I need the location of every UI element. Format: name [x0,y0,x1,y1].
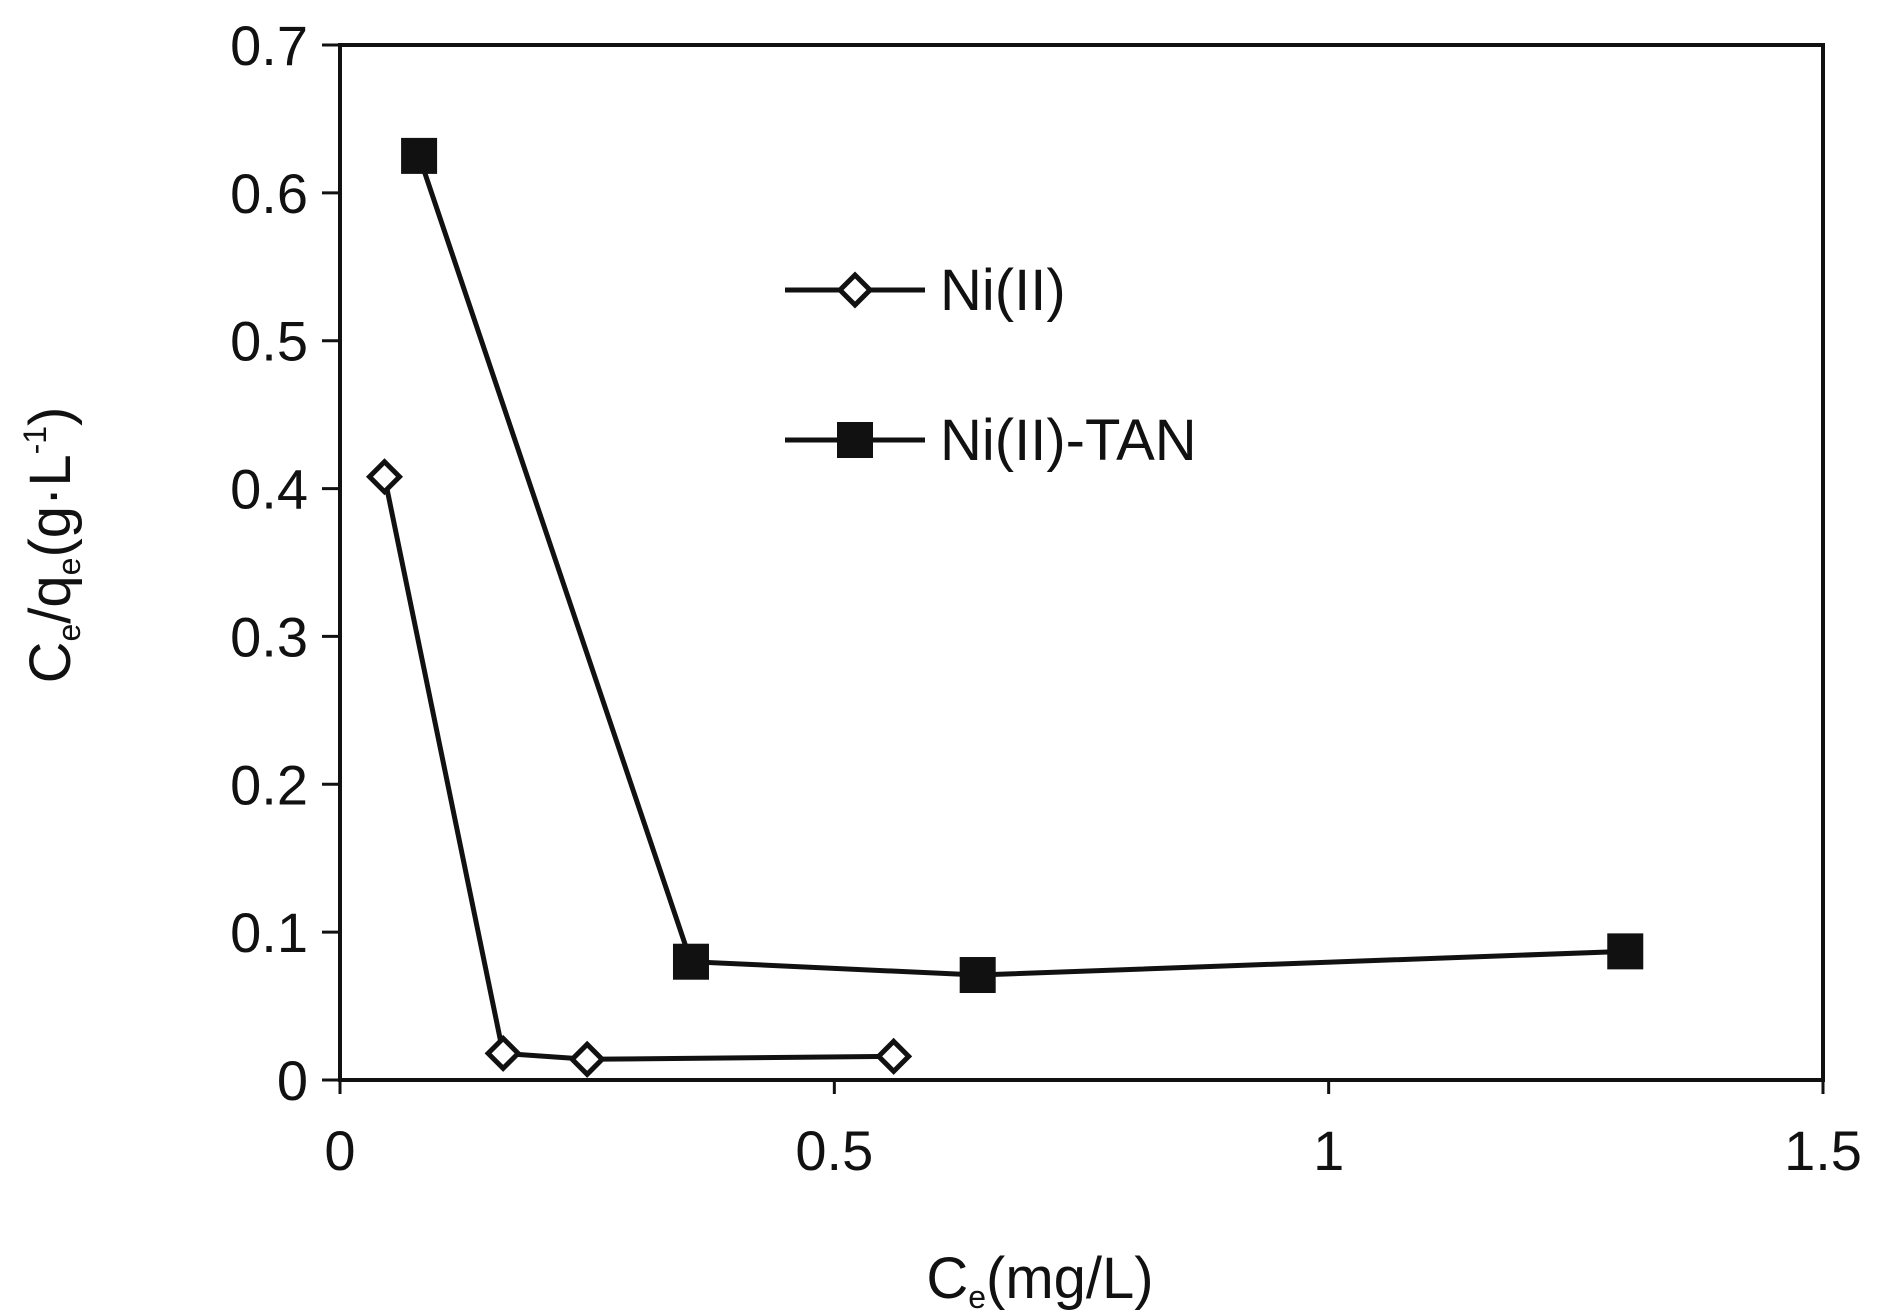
y-tick-label: 0 [277,1049,308,1112]
y-axis-title-c: C [18,642,83,684]
y-axis-title-sub1: e [51,624,87,642]
legend-item: Ni(II) [785,258,1066,323]
legend-item: Ni(II)-TAN [785,408,1197,473]
data-point [875,1037,913,1075]
series-line [382,476,894,1062]
y-axis-title-sup: -1 [17,426,53,454]
legend-label: Ni(II) [940,258,1066,323]
data-point [365,458,404,496]
data-point [484,1034,522,1072]
plot-area-border [338,43,1825,1082]
y-tick-label: 0.6 [230,162,308,225]
y-axis-title-q: /q [18,575,83,623]
series-line [416,155,1626,978]
legend-label: Ni(II)-TAN [940,408,1197,473]
data-point [672,943,709,980]
data-point [568,1040,606,1078]
x-tick-label: 1.5 [1784,1119,1862,1182]
data-point [959,957,996,994]
x-tick-label: 0 [324,1119,355,1182]
y-tick-label: 0.7 [230,14,308,77]
x-tick-label: 1 [1313,1119,1344,1182]
y-axis-title: Ce/qe(g·L-1) [17,407,87,684]
y-tick-label: 0.5 [230,310,308,373]
legend: Ni(II) Ni(II)-TAN [785,258,1197,473]
series-1 [365,458,913,1078]
x-axis-title: Ce(mg/L) [926,1246,1153,1312]
data-point [1607,933,1644,970]
plot-frame [338,43,1825,1082]
y-axis-ticks: 0 0.1 0.2 0.3 0.4 0.5 0.6 0.7 [230,14,340,1112]
legend-marker [837,422,873,458]
series-2 [401,137,1644,994]
x-axis-title-main: C [926,1246,968,1311]
y-tick-label: 0.2 [230,753,308,816]
y-tick-label: 0.1 [230,901,308,964]
data-point [401,137,438,174]
x-axis-ticks: 0 0.5 1 1.5 [324,1080,1862,1182]
y-tick-label: 0.3 [230,605,308,668]
y-axis-title-sub2: e [51,558,87,576]
y-axis-title-unit: (g·L [18,454,83,557]
x-tick-label: 0.5 [795,1119,873,1182]
x-axis-title-subscript: e [968,1279,986,1312]
y-axis-title-close: ) [18,407,83,426]
y-tick-label: 0.4 [230,458,308,521]
x-axis-title-unit: (mg/L) [986,1246,1154,1311]
series-layer [365,137,1644,1078]
legend-marker [836,271,874,309]
